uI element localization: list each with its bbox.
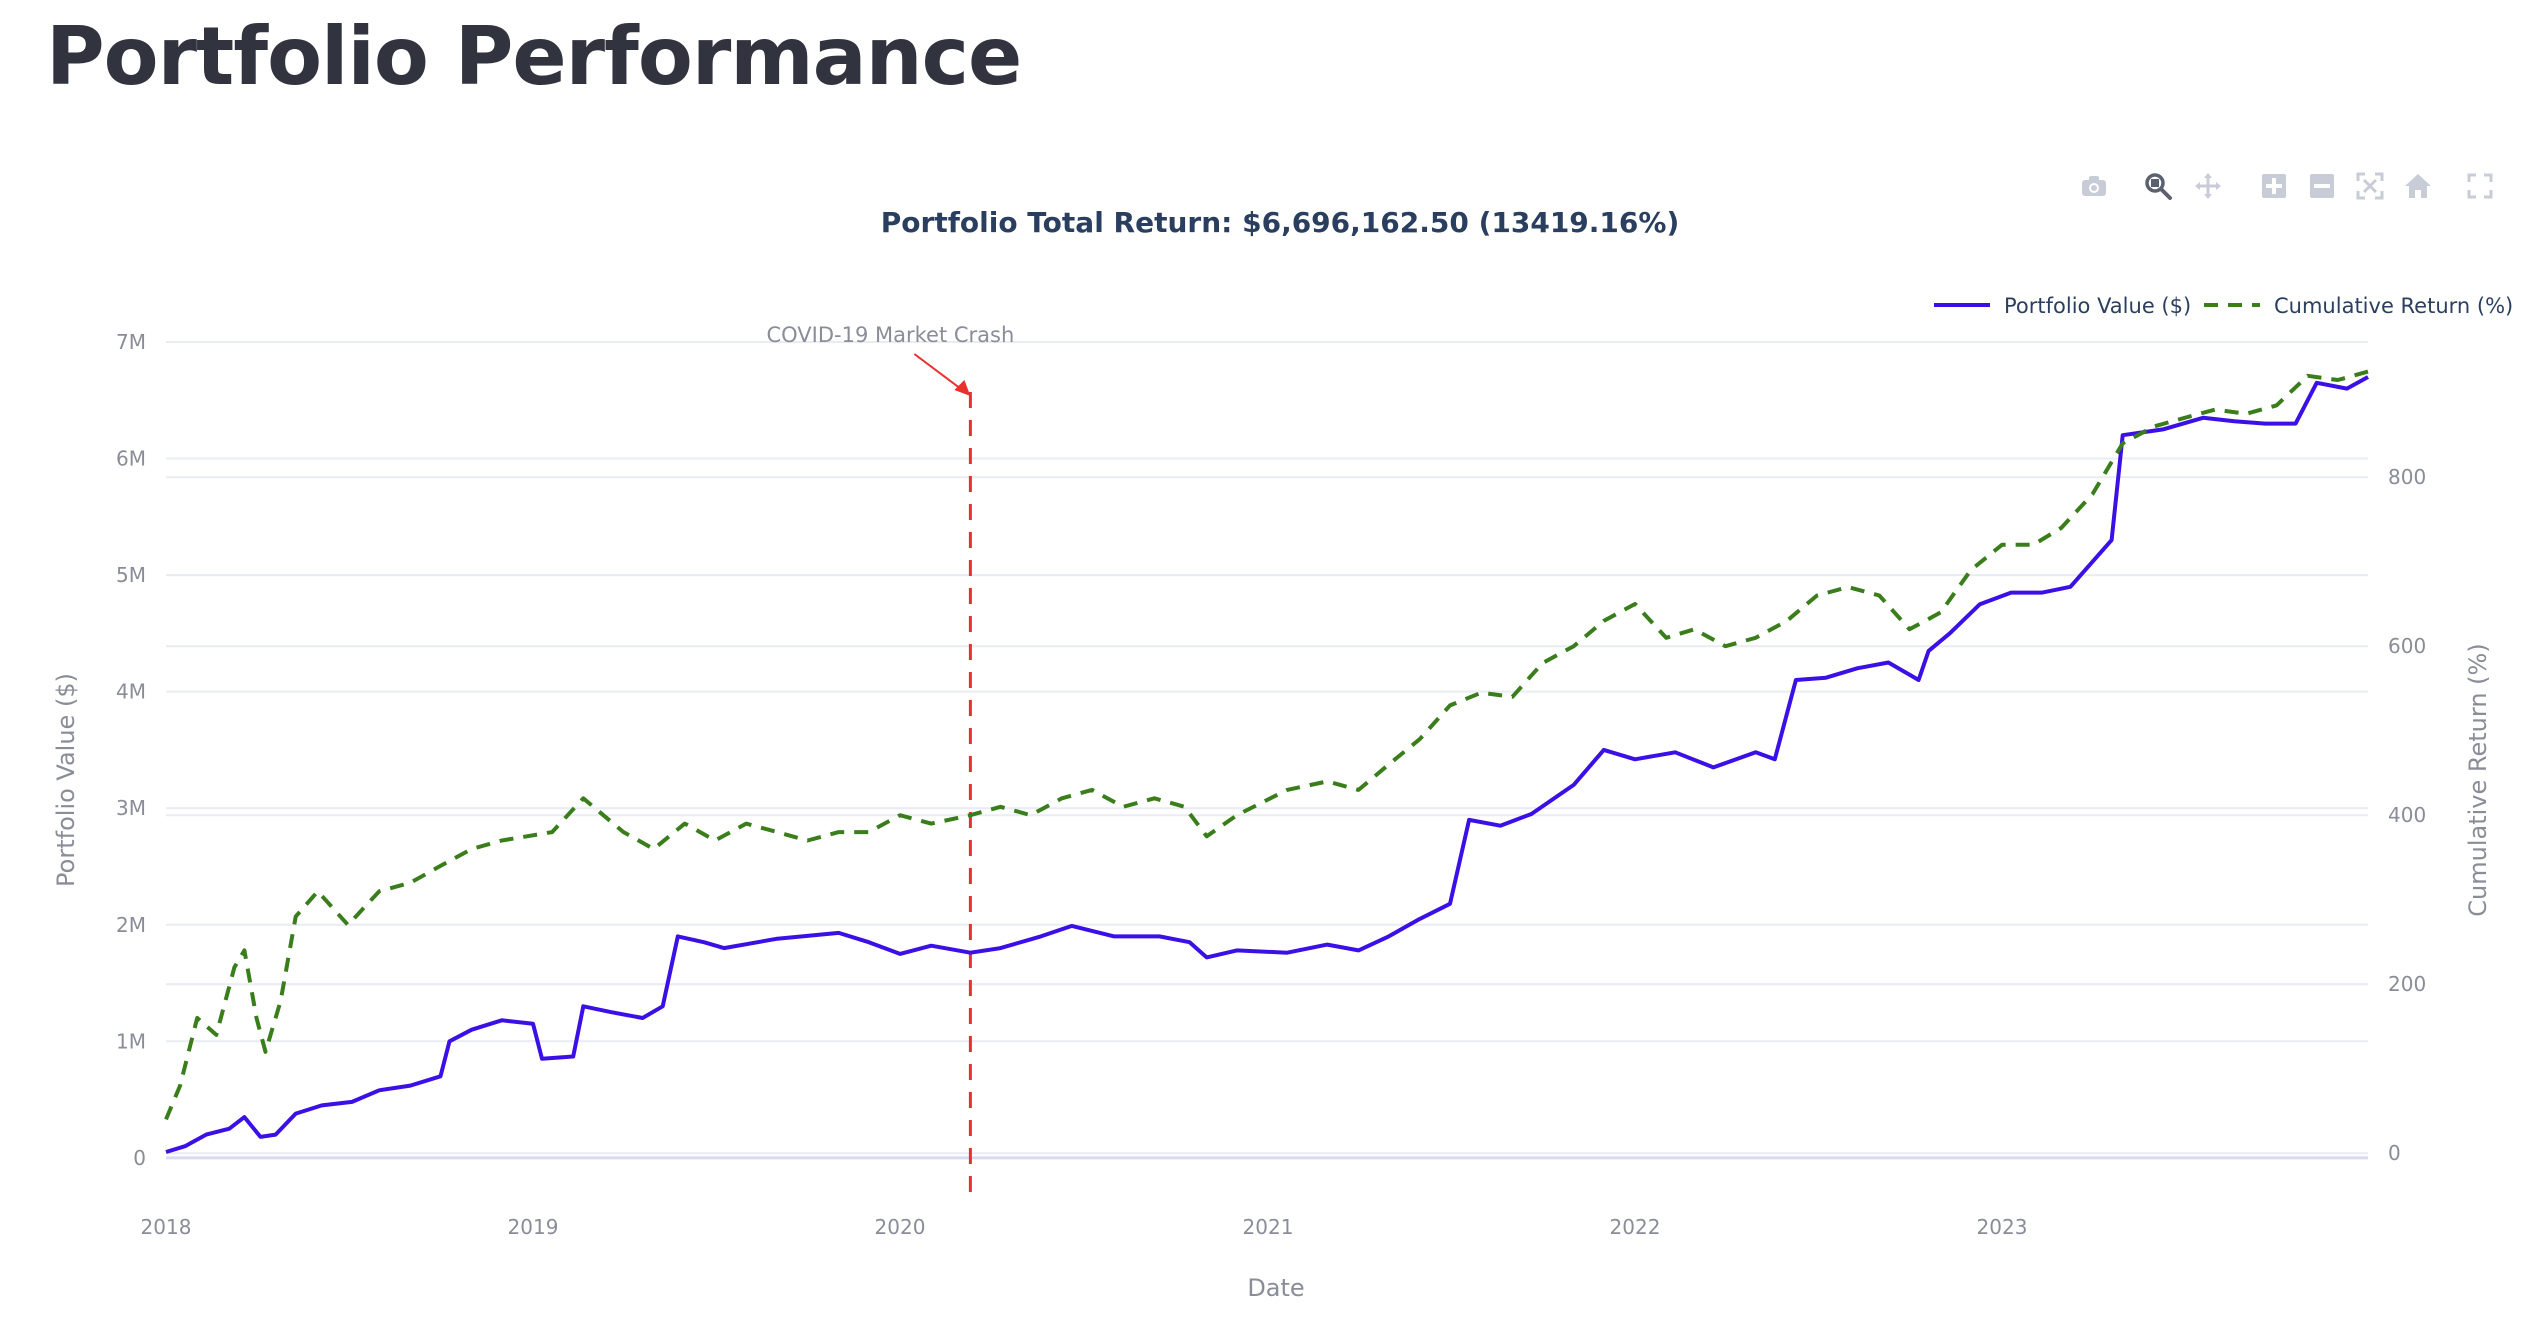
- fullscreen-icon: [2467, 173, 2493, 199]
- camera-icon: [2082, 176, 2106, 196]
- zoom-in-icon: [2262, 174, 2286, 198]
- y-tick-label: 4M: [116, 680, 146, 704]
- y-tick-label: 7M: [116, 330, 146, 354]
- grid-lines: [166, 341, 2368, 1160]
- download-plot-button[interactable]: [2074, 166, 2114, 206]
- annotation-arrowhead: [954, 380, 971, 396]
- series-line-portfolio-value: [165, 375, 2369, 1154]
- page-title: Portfolio Performance: [46, 10, 1022, 103]
- y2-axis-title: Cumulative Return (%): [2464, 643, 2492, 916]
- y-tick-label: 3M: [116, 796, 146, 820]
- zoom-out-button[interactable]: [2302, 166, 2342, 206]
- legend-item-portfolio-value[interactable]: Portfolio Value ($): [1934, 294, 2191, 318]
- x-tick-label: 2023: [1977, 1215, 2028, 1239]
- legend-item-cumulative-return[interactable]: Cumulative Return (%): [2204, 294, 2513, 318]
- y2-tick-label: 400: [2388, 803, 2426, 827]
- y-tick-label: 0: [133, 1146, 146, 1170]
- annotation-arrow: [913, 353, 963, 391]
- x-tick-label: 2021: [1243, 1215, 1294, 1239]
- chart-title: Portfolio Total Return: $6,696,162.50 (1…: [881, 206, 1680, 239]
- x-tick-label: 2018: [141, 1215, 192, 1239]
- series-layer: [164, 369, 2369, 1154]
- y-tick-label: 1M: [116, 1029, 146, 1053]
- annotation-label: COVID-19 Market Crash: [766, 323, 1014, 347]
- pan-button[interactable]: [2188, 166, 2228, 206]
- y2-tick-label: 600: [2388, 634, 2426, 658]
- y2-tick-label: 200: [2388, 972, 2426, 996]
- series-line-cumulative-return: [164, 369, 2369, 1121]
- pan-icon: [2195, 173, 2221, 199]
- legend-label-cumulative-return: Cumulative Return (%): [2274, 294, 2513, 318]
- x-tick-label: 2022: [1610, 1215, 1661, 1239]
- autoscale-button[interactable]: [2350, 166, 2390, 206]
- fullscreen-button[interactable]: [2460, 166, 2500, 206]
- y-tick-label: 2M: [116, 913, 146, 937]
- y-tick-label: 6M: [116, 447, 146, 471]
- legend-label-portfolio-value: Portfolio Value ($): [2004, 294, 2191, 318]
- x-axis-title: Date: [1247, 1274, 1304, 1302]
- x-tick-label: 2019: [508, 1215, 559, 1239]
- zoom-icon: [2145, 173, 2172, 200]
- autoscale-icon: [2356, 172, 2384, 200]
- legend: Portfolio Value ($) Cumulative Return (%…: [1934, 294, 2513, 318]
- zoom-in-button[interactable]: [2254, 166, 2294, 206]
- chart-modebar: [2074, 166, 2534, 206]
- y2-tick-label: 800: [2388, 465, 2426, 489]
- reset-axes-button[interactable]: [2398, 166, 2438, 206]
- covid-annotation: COVID-19 Market Crash: [766, 323, 1014, 1200]
- zoom-button[interactable]: [2138, 166, 2178, 206]
- y2-tick-label: 0: [2388, 1141, 2401, 1165]
- y-axis-title: Portfolio Value ($): [52, 673, 80, 887]
- x-tick-label: 2020: [875, 1215, 926, 1239]
- home-icon: [2405, 174, 2431, 198]
- y-tick-label: 5M: [116, 563, 146, 587]
- zoom-out-icon: [2310, 174, 2334, 198]
- tick-labels: 0 1M 2M 3M 4M 5M 6M 7M 0 200 400 600 800 2018 2019 2020…: [116, 330, 2426, 1239]
